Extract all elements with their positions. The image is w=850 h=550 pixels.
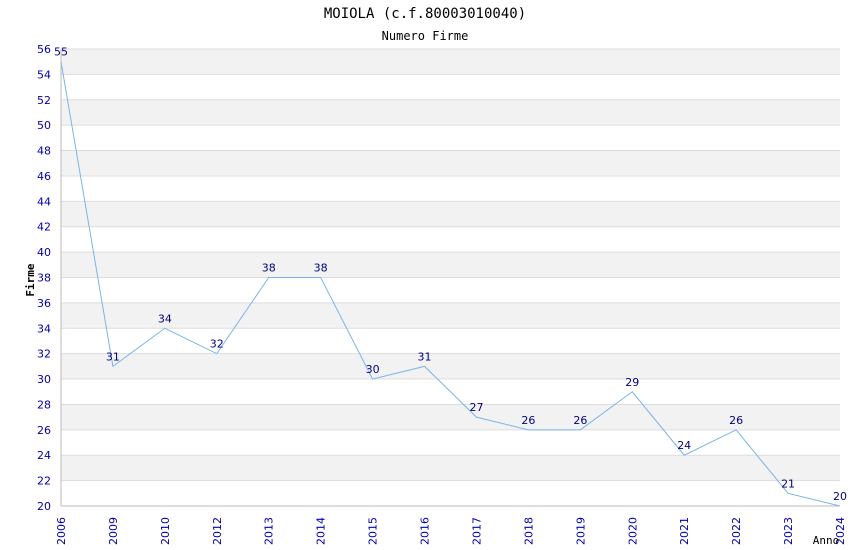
grid-band bbox=[61, 125, 840, 151]
grid-band bbox=[61, 328, 840, 354]
y-tick-label: 44 bbox=[37, 195, 51, 208]
x-tick-labels: 2006 2009 2010 2012 2013 2014 2015 2016 2017 2018… bbox=[55, 517, 847, 545]
grid-band bbox=[61, 455, 840, 481]
data-label: 26 bbox=[729, 414, 743, 427]
y-tick-label: 56 bbox=[37, 43, 51, 56]
y-tick-label: 24 bbox=[37, 449, 51, 462]
data-label: 31 bbox=[418, 350, 432, 363]
x-axis-title: Anno bbox=[813, 534, 840, 547]
grid-band bbox=[61, 226, 840, 253]
grid-band bbox=[61, 150, 840, 176]
data-label: 29 bbox=[625, 376, 639, 389]
chart-title: MOIOLA (c.f.80003010040) bbox=[324, 6, 526, 22]
grid-band bbox=[61, 277, 840, 303]
grid-band bbox=[61, 302, 840, 329]
grid-band bbox=[61, 252, 840, 278]
x-tick-label: 2017 bbox=[470, 517, 483, 545]
data-label: 26 bbox=[573, 414, 587, 427]
y-tick-label: 34 bbox=[37, 322, 51, 335]
data-label: 38 bbox=[314, 262, 328, 275]
y-tick-label: 22 bbox=[37, 475, 51, 488]
x-tick-label: 2010 bbox=[159, 517, 172, 545]
data-label: 34 bbox=[158, 312, 172, 325]
data-label: 27 bbox=[469, 401, 483, 414]
y-tick-label: 52 bbox=[37, 94, 51, 107]
grid-band bbox=[61, 404, 840, 430]
x-tick-label: 2024 bbox=[834, 517, 847, 545]
y-tick-label: 40 bbox=[37, 246, 51, 259]
y-tick-label: 36 bbox=[37, 297, 51, 310]
grid-lines bbox=[61, 48, 840, 507]
x-tick-label: 2006 bbox=[55, 517, 68, 545]
y-tick-label: 30 bbox=[37, 373, 51, 386]
data-label: 32 bbox=[210, 338, 224, 351]
x-tick-label: 2020 bbox=[626, 517, 639, 545]
x-tick-label: 2016 bbox=[419, 517, 432, 545]
data-label: 38 bbox=[262, 262, 276, 275]
x-tick-label: 2014 bbox=[315, 517, 328, 545]
grid-band bbox=[61, 353, 840, 380]
data-label: 30 bbox=[366, 363, 380, 376]
y-tick-label: 54 bbox=[37, 68, 51, 81]
y-tick-label: 26 bbox=[37, 424, 51, 437]
x-tick-label: 2019 bbox=[574, 517, 587, 545]
data-label: 31 bbox=[106, 350, 120, 363]
x-tick-label: 2009 bbox=[107, 517, 120, 545]
data-label: 55 bbox=[54, 46, 68, 59]
x-tick-label: 2013 bbox=[263, 517, 276, 545]
x-tick-label: 2023 bbox=[782, 517, 795, 545]
y-tick-label: 20 bbox=[37, 500, 51, 513]
data-label: 20 bbox=[833, 490, 847, 503]
grid-band bbox=[61, 74, 840, 100]
grid-band bbox=[61, 49, 840, 75]
x-tick-label: 2015 bbox=[367, 517, 380, 545]
data-label: 26 bbox=[521, 414, 535, 427]
grid-band bbox=[61, 480, 840, 506]
data-label: 24 bbox=[677, 439, 691, 452]
y-tick-label: 28 bbox=[37, 398, 51, 411]
y-axis-title: Firme bbox=[24, 263, 37, 296]
x-tick-label: 2012 bbox=[211, 517, 224, 545]
grid-band bbox=[61, 429, 840, 456]
plot-bands bbox=[61, 49, 840, 506]
chart-subtitle: Numero Firme bbox=[382, 29, 469, 43]
grid-band bbox=[61, 175, 840, 202]
y-tick-label: 38 bbox=[37, 272, 51, 285]
series-line bbox=[60, 61, 841, 507]
y-tick-label: 50 bbox=[37, 119, 51, 132]
x-tick-label: 2022 bbox=[730, 517, 743, 545]
y-tick-labels: 20 22 24 26 28 30 32 34 36 38 40 42 44 46 48 50 52 54 56 bbox=[37, 43, 51, 513]
x-tick-label: 2018 bbox=[522, 517, 535, 545]
y-tick-label: 46 bbox=[37, 170, 51, 183]
x-tick-label: 2021 bbox=[678, 517, 691, 545]
grid-band bbox=[61, 201, 840, 227]
grid-band bbox=[61, 99, 840, 126]
y-tick-label: 32 bbox=[37, 348, 51, 361]
y-tick-label: 42 bbox=[37, 221, 51, 234]
data-labels: 55 31 34 32 38 38 30 31 27 26 26 29 24 26 21 20 bbox=[54, 46, 847, 503]
y-tick-label: 48 bbox=[37, 145, 51, 158]
data-label: 21 bbox=[781, 477, 795, 490]
